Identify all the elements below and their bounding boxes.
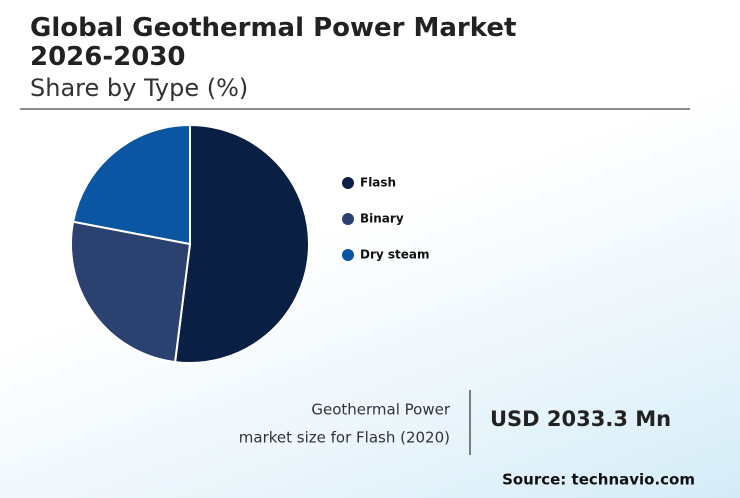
legend-label: Binary <box>360 212 404 226</box>
legend-label: Flash <box>360 176 396 190</box>
legend-marker <box>342 177 354 189</box>
pie-slice <box>71 123 191 246</box>
summary-label: Geothermal Power <box>311 401 450 419</box>
pie-slice <box>70 220 192 364</box>
chart-subtitle: Share by Type (%) <box>30 74 249 102</box>
legend-label: Dry steam <box>360 248 430 262</box>
summary-value: USD 2033.3 Mn <box>490 407 671 431</box>
source: Source: technavio.com <box>502 471 695 489</box>
legend-marker <box>342 249 354 261</box>
chart-title: Global Geothermal Power Market 2026-2030 <box>30 13 517 72</box>
summary-label: market size for Flash (2020) <box>239 429 450 447</box>
pie-slice <box>173 123 310 364</box>
legend-marker <box>342 213 354 225</box>
